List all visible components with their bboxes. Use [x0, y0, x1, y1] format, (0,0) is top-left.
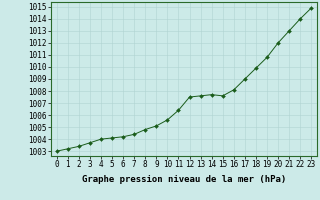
X-axis label: Graphe pression niveau de la mer (hPa): Graphe pression niveau de la mer (hPa) — [82, 175, 286, 184]
